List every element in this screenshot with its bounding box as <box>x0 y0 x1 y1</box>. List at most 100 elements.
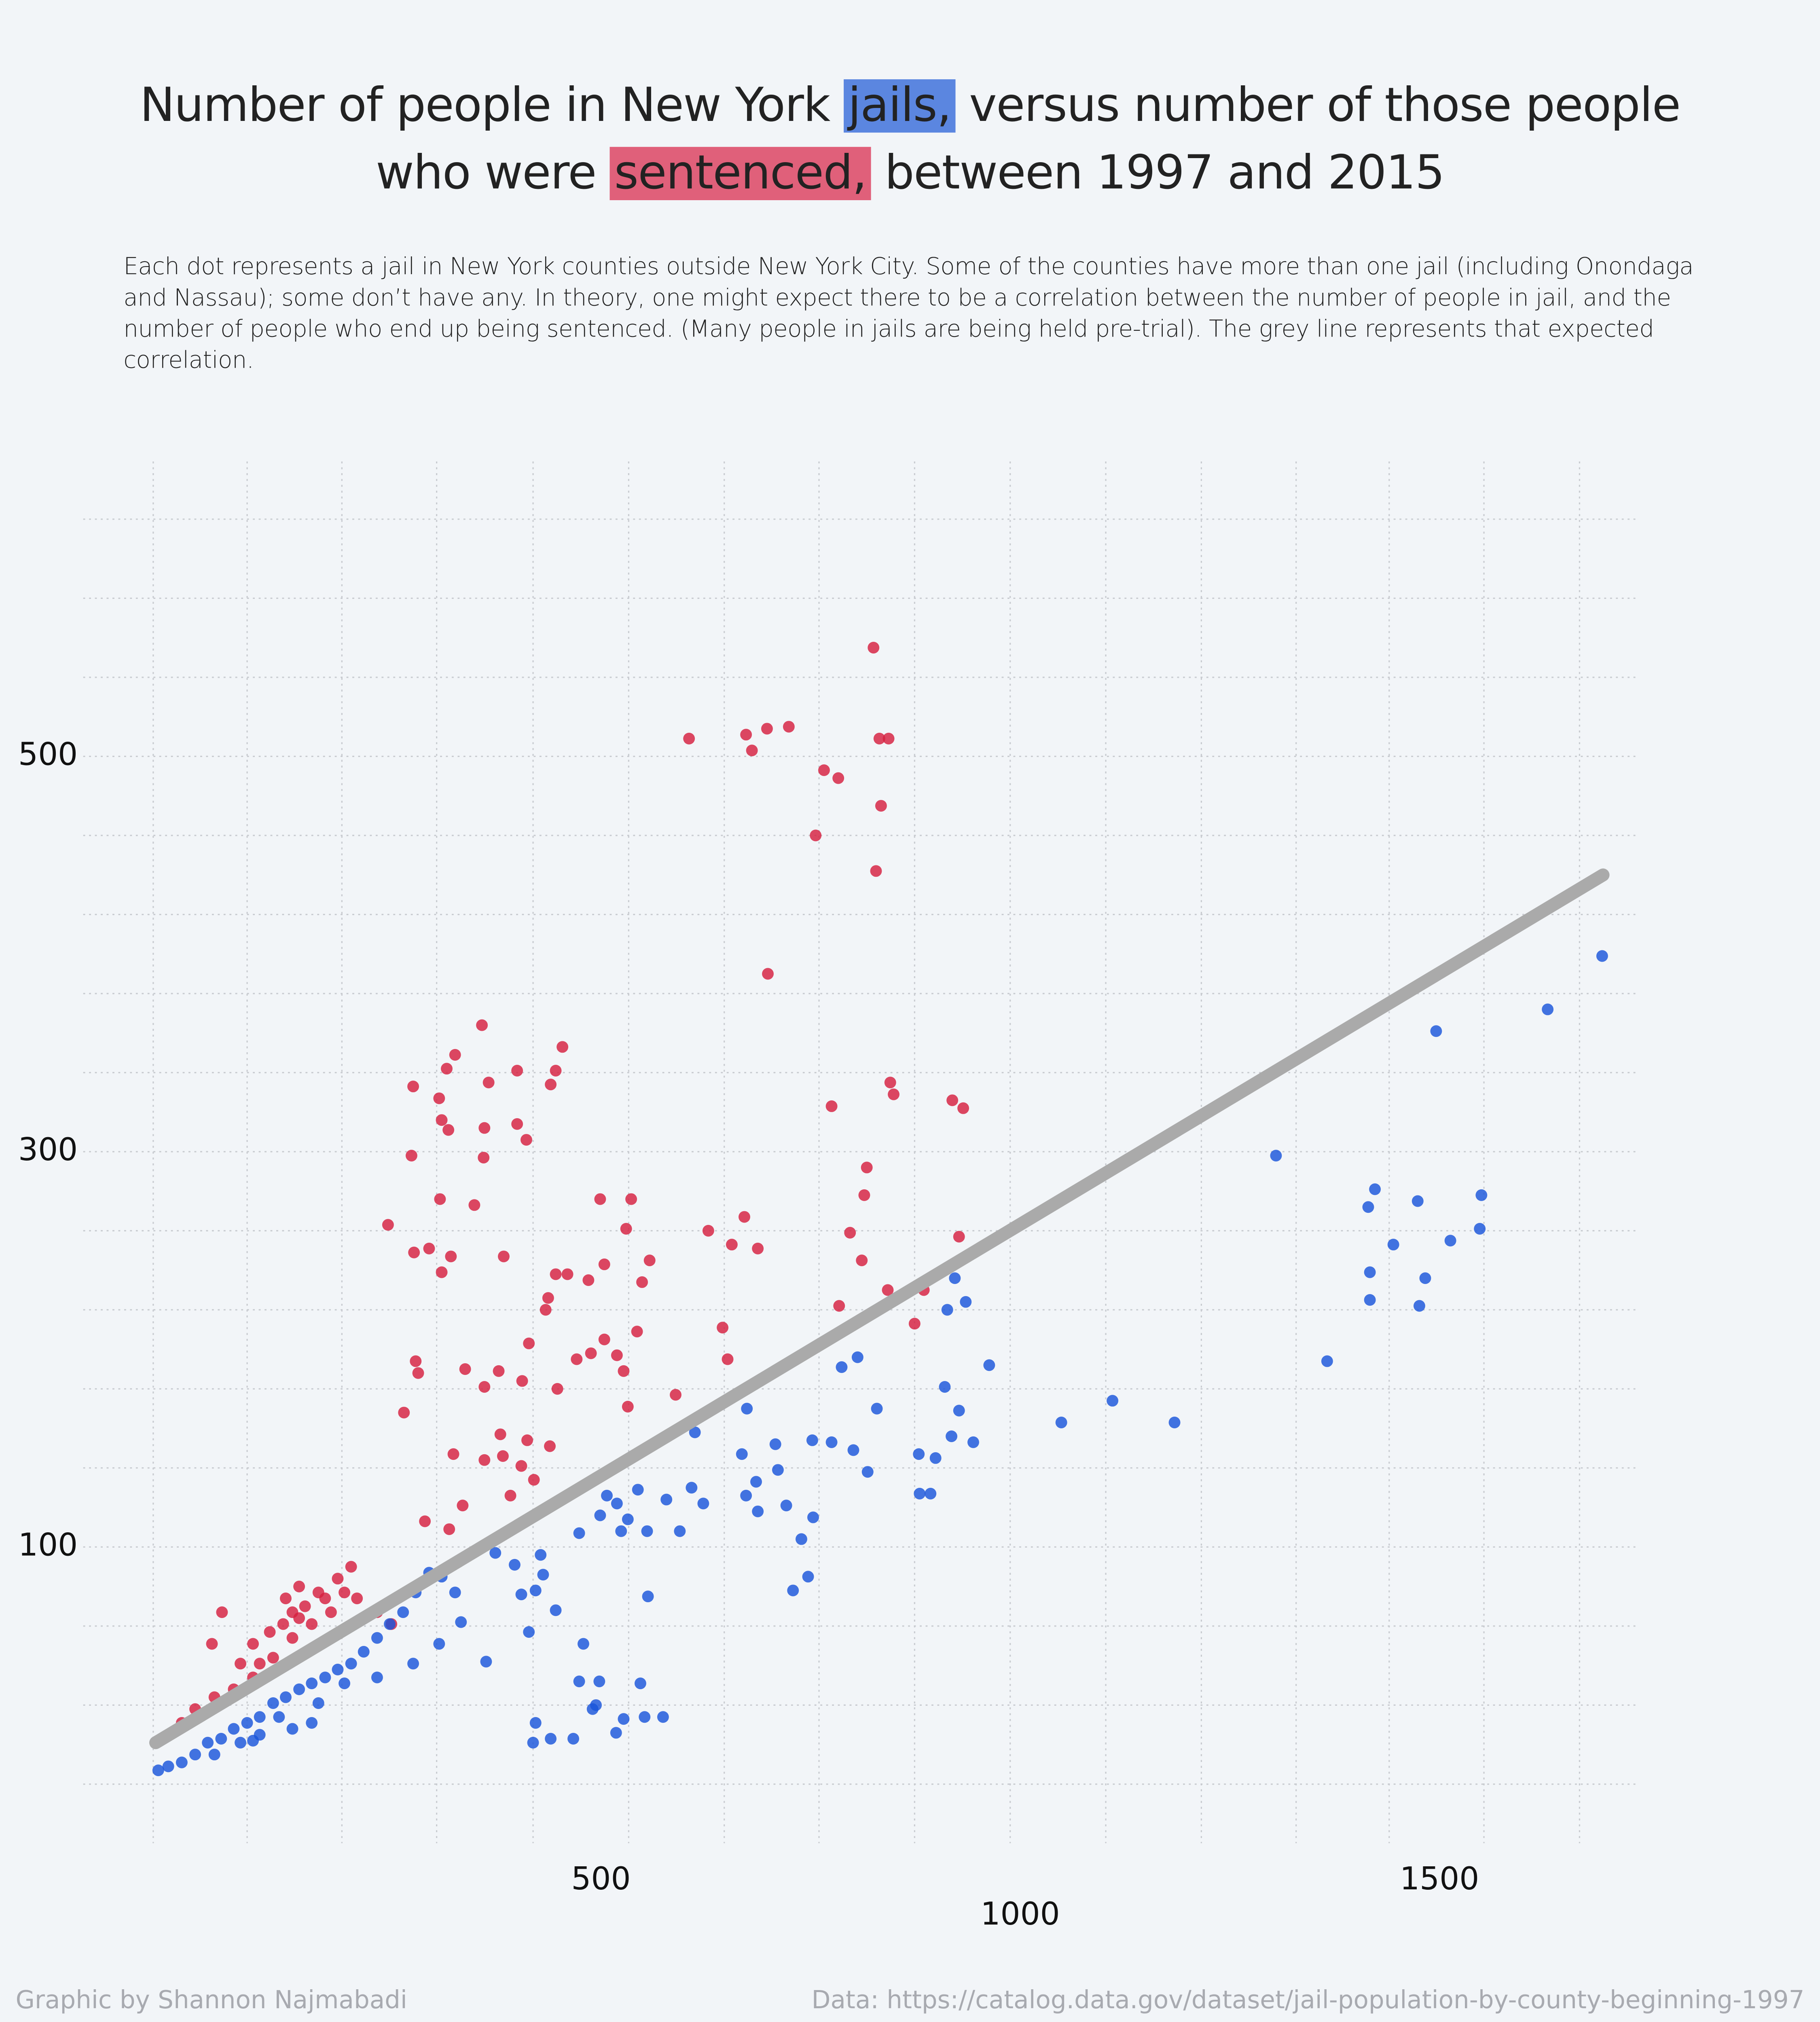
dot <box>908 1318 921 1330</box>
dot <box>660 1493 673 1506</box>
dot <box>752 1242 764 1254</box>
title-text: Number of people in New York <box>140 79 844 133</box>
dot <box>550 1604 562 1616</box>
dot <box>511 1065 523 1077</box>
dot <box>523 1337 535 1349</box>
dot <box>861 1161 873 1174</box>
dot <box>436 1114 448 1126</box>
credit: Graphic by Shannon Najmabadi <box>15 1986 407 2015</box>
dot <box>577 1638 589 1650</box>
dot <box>455 1616 467 1628</box>
dot <box>408 1246 420 1258</box>
dot <box>739 1211 750 1223</box>
dot <box>561 1268 574 1280</box>
dot <box>594 1193 606 1205</box>
dot <box>571 1353 583 1365</box>
dot <box>447 1448 459 1460</box>
dot <box>442 1124 455 1136</box>
dot <box>611 1349 623 1361</box>
dot <box>279 1691 292 1703</box>
dot <box>489 1547 502 1559</box>
dot <box>873 732 885 745</box>
dot <box>787 1584 799 1597</box>
dot <box>882 1284 894 1296</box>
dot <box>836 1361 848 1373</box>
dot <box>235 1658 246 1670</box>
dot <box>807 1511 819 1523</box>
dot <box>306 1677 318 1690</box>
dot <box>1362 1201 1374 1213</box>
dot <box>683 732 695 745</box>
dot <box>279 1593 292 1604</box>
dot <box>818 764 830 776</box>
dot <box>267 1697 279 1709</box>
dot <box>206 1638 218 1650</box>
dot <box>433 1092 445 1104</box>
dot <box>634 1677 646 1690</box>
dot <box>622 1400 634 1413</box>
dot <box>941 1304 953 1316</box>
dot <box>946 1094 959 1106</box>
dot <box>267 1652 279 1664</box>
dot <box>833 1300 845 1312</box>
dot <box>208 1749 220 1761</box>
dot <box>293 1580 305 1593</box>
dot <box>515 1588 527 1601</box>
dot <box>371 1671 383 1684</box>
dot <box>345 1658 357 1670</box>
dot <box>535 1549 547 1561</box>
dot <box>726 1239 738 1251</box>
dot <box>397 1606 409 1618</box>
dot <box>632 1484 644 1496</box>
dot <box>1430 1025 1442 1037</box>
dot <box>339 1677 351 1690</box>
title-highlight: sentenced, <box>610 147 871 201</box>
dot <box>542 1292 554 1304</box>
dot <box>810 829 822 842</box>
dot <box>946 1430 958 1442</box>
dot <box>868 642 880 654</box>
dot <box>537 1569 549 1581</box>
dot <box>228 1723 240 1735</box>
dot <box>806 1434 818 1446</box>
dot <box>319 1593 331 1604</box>
dot <box>241 1717 253 1729</box>
dot <box>780 1500 792 1512</box>
dot <box>277 1618 289 1630</box>
dot <box>511 1118 523 1130</box>
dot <box>152 1764 164 1777</box>
dot <box>953 1231 965 1243</box>
dot <box>861 1466 874 1478</box>
dot <box>483 1077 495 1089</box>
dot <box>939 1381 951 1393</box>
dot <box>611 1497 623 1510</box>
title-text: versus number of those people <box>955 79 1681 133</box>
dot <box>497 1450 509 1462</box>
dot <box>746 745 758 757</box>
source: Data: https://catalog.data.gov/dataset/j… <box>811 1986 1805 2015</box>
dot <box>1270 1150 1282 1162</box>
dot <box>796 1533 807 1545</box>
dot <box>176 1756 188 1768</box>
dot <box>740 729 752 741</box>
dot <box>371 1632 383 1644</box>
chart-subtitle: Each dot represents a jail in New York c… <box>123 253 1694 374</box>
dot <box>858 1189 870 1201</box>
dot <box>312 1697 324 1709</box>
dot <box>870 865 882 877</box>
dot <box>384 1618 396 1630</box>
dot <box>914 1487 926 1500</box>
dot <box>299 1600 311 1612</box>
dot <box>325 1606 337 1618</box>
dot <box>620 1223 632 1235</box>
dot <box>516 1375 528 1387</box>
dot <box>752 1505 764 1517</box>
dot <box>478 1152 490 1163</box>
dot <box>1364 1294 1376 1306</box>
dot <box>441 1063 453 1075</box>
dot <box>247 1638 259 1650</box>
dot <box>736 1448 748 1460</box>
dot <box>443 1523 455 1535</box>
